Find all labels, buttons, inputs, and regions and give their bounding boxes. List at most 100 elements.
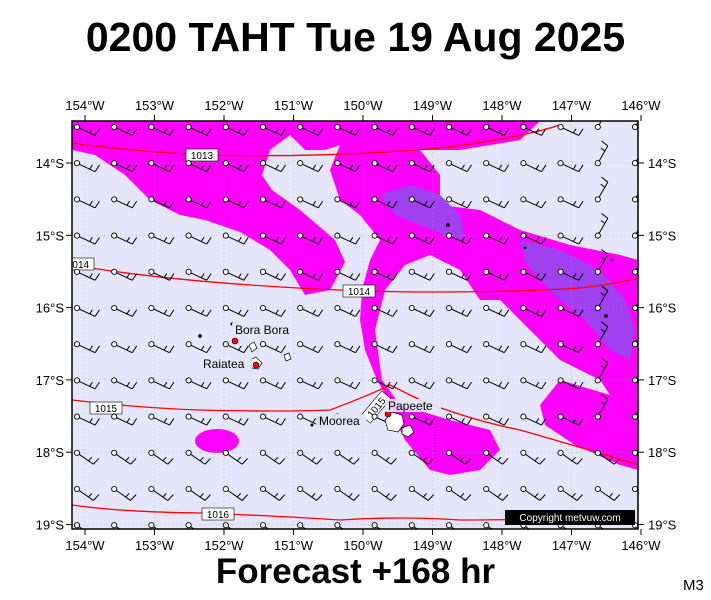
wind-barb: [557, 268, 584, 281]
latitude-label: 14°S: [648, 156, 677, 171]
wind-barb: [371, 522, 381, 529]
wind-barb: [371, 449, 397, 465]
isobar-label: 1014: [348, 287, 371, 298]
longitude-label: 154°W: [65, 538, 105, 553]
wind-barb: [73, 196, 100, 209]
wind-barb: [259, 268, 286, 281]
longitude-label: 146°W: [621, 538, 661, 553]
map-title: 0200 TAHT Tue 19 Aug 2025: [85, 14, 626, 60]
longitude-label: 148°W: [482, 98, 522, 113]
wind-barb: [73, 522, 84, 529]
wind-barb: [111, 449, 137, 465]
wind-barb: [594, 212, 609, 239]
wind-barb: [334, 449, 360, 465]
wind-barb: [222, 232, 249, 245]
latitude-label: 18°S: [648, 445, 677, 460]
forecast-label: Forecast +168 hr: [215, 552, 496, 591]
wind-barb: [334, 377, 361, 390]
latitude-label: 17°S: [648, 373, 677, 388]
wind-barb: [408, 449, 435, 465]
wind-barb: [73, 123, 100, 136]
wind-barb: [297, 232, 324, 245]
wind-barb: [297, 522, 307, 529]
wind-barb: [148, 304, 175, 317]
wind-barb: [631, 220, 638, 239]
longitude-label: 150°W: [343, 538, 383, 553]
wind-barb: [259, 377, 286, 390]
wind-barb: [334, 268, 361, 281]
wind-barb: [222, 160, 249, 173]
wind-barb: [334, 160, 361, 173]
wind-barb: [259, 232, 286, 245]
longitude-label: 153°W: [135, 538, 175, 553]
wind-barb: [111, 268, 138, 281]
wind-barb: [148, 160, 175, 173]
wind-barb: [483, 485, 509, 501]
wind-barbs: [73, 121, 638, 529]
place-label-moorea: Moorea: [319, 414, 360, 428]
wind-barb: [259, 304, 286, 317]
wind-barb: [222, 268, 249, 281]
wind-barb: [148, 377, 175, 390]
wind-barb: [557, 304, 584, 317]
wind-barb: [557, 196, 584, 209]
wind-barb: [557, 232, 584, 245]
wind-barb: [408, 123, 435, 136]
wind-barb: [483, 377, 510, 390]
wind-barb: [483, 232, 510, 245]
longitude-label: 153°W: [135, 98, 175, 113]
wind-barb: [111, 160, 138, 173]
longitude-label: 147°W: [552, 98, 592, 113]
wind-barb: [631, 121, 638, 131]
wind-barb: [73, 232, 100, 245]
wind-barb: [73, 160, 100, 173]
wind-barb: [520, 268, 547, 281]
wind-barb: [185, 413, 212, 426]
wind-barb: [185, 449, 211, 465]
wind-barb: [111, 304, 138, 317]
isobar-label: 1016: [207, 510, 230, 521]
wind-barb: [483, 522, 493, 529]
wind-barb: [408, 413, 435, 426]
wind-barb: [148, 485, 174, 501]
wind-barb: [73, 413, 100, 426]
wind-barb: [148, 123, 175, 136]
longitude-label: 149°W: [413, 98, 453, 113]
wind-barb: [408, 160, 435, 173]
wind-barb: [148, 196, 175, 209]
wind-barb: [222, 522, 233, 529]
wind-barb: [445, 196, 472, 209]
raiatea-marker: [252, 361, 260, 369]
wind-barb: [148, 341, 175, 354]
wind-barb: [631, 292, 638, 312]
wind-barb: [371, 377, 398, 390]
wind-barb: [73, 341, 100, 354]
wind-barb: [334, 304, 361, 317]
wind-barb: [111, 485, 137, 501]
isobar-label: 1013: [191, 151, 214, 162]
wind-barb: [445, 268, 472, 281]
wind-barb: [408, 485, 435, 501]
wind-barb: [445, 341, 472, 354]
longitude-label: 152°W: [204, 538, 244, 553]
wind-barb: [111, 377, 138, 390]
wind-barb: [259, 160, 286, 173]
latitude-label: 18°S: [36, 445, 65, 460]
wind-barb: [185, 232, 212, 245]
wind-barb: [297, 304, 324, 317]
wind-barb: [520, 232, 547, 245]
wind-barb: [259, 413, 286, 426]
wind-barb: [297, 341, 324, 354]
wind-barb: [408, 232, 435, 245]
wind-barb: [483, 160, 510, 173]
wind-barb: [185, 123, 212, 136]
wind-barb: [259, 196, 286, 209]
wind-barb: [185, 160, 212, 173]
model-code: M3: [683, 577, 704, 594]
wind-barb: [483, 304, 510, 317]
wind-barb: [222, 449, 249, 465]
wind-barb: [371, 160, 398, 173]
wind-barb: [408, 268, 435, 281]
wind-barb: [408, 304, 435, 317]
